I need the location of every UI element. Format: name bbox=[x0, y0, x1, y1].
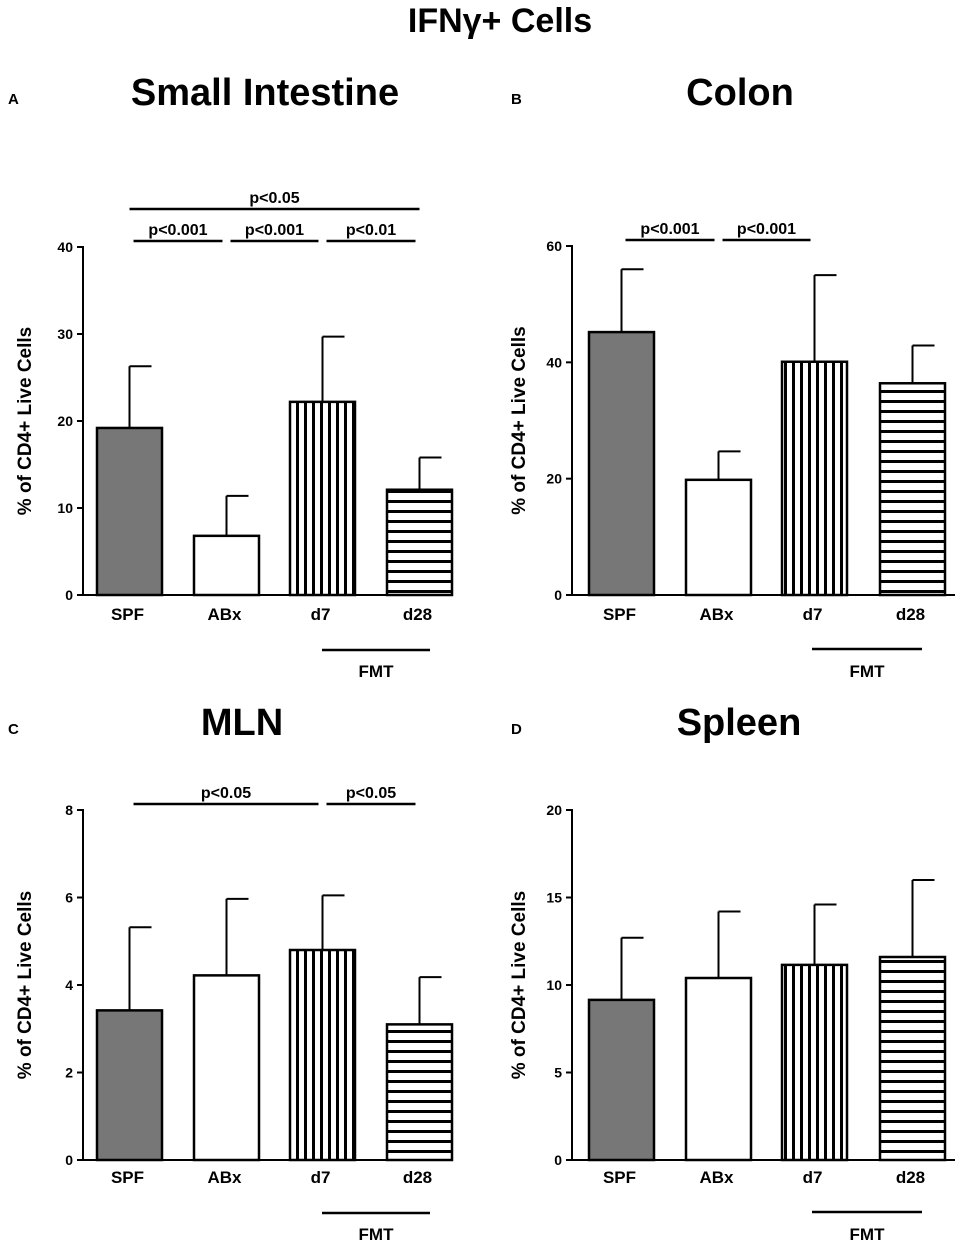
y-tick-label: 0 bbox=[65, 587, 73, 603]
panel-letter: D bbox=[511, 721, 522, 738]
significance-label: p<0.001 bbox=[245, 222, 304, 239]
panel-letter: C bbox=[8, 721, 19, 738]
x-tick-label: ABx bbox=[207, 605, 242, 624]
significance-label: p<0.05 bbox=[346, 785, 396, 802]
y-tick-label: 40 bbox=[57, 239, 73, 255]
group-label: FMT bbox=[850, 662, 886, 681]
y-tick-label: 15 bbox=[546, 890, 562, 906]
significance-label: p<0.05 bbox=[249, 190, 299, 207]
bar-d28 bbox=[385, 1023, 454, 1162]
bar-abx bbox=[684, 478, 753, 597]
x-tick-label: d7 bbox=[803, 605, 823, 624]
chart-panel-c: C MLN % of CD4+ Live Cells 0 2 4 6 8 SPF ABx d7 d28… bbox=[8, 702, 454, 1244]
significance-label: p<0.001 bbox=[148, 222, 207, 239]
bar-d7 bbox=[288, 400, 357, 597]
panel-title: Spleen bbox=[677, 702, 802, 744]
y-axis-label: % of CD4+ Live Cells bbox=[509, 326, 530, 514]
x-tick-label: d7 bbox=[311, 1168, 331, 1187]
x-tick-label: ABx bbox=[699, 605, 734, 624]
y-tick-label: 30 bbox=[57, 326, 73, 342]
bar-abx bbox=[192, 534, 261, 597]
x-tick-label: SPF bbox=[111, 1168, 144, 1187]
y-tick-label: 8 bbox=[65, 802, 73, 818]
y-axis-label: % of CD4+ Live Cells bbox=[15, 891, 36, 1079]
bar-spf bbox=[95, 426, 164, 597]
group-label: FMT bbox=[359, 1225, 395, 1244]
panels: A Small Intestine % of CD4+ Live Cells 0 10 2… bbox=[8, 72, 955, 1244]
x-tick-label: SPF bbox=[603, 1168, 636, 1187]
chart-panel-a: A Small Intestine % of CD4+ Live Cells 0 10 2… bbox=[8, 72, 454, 681]
x-tick-label: SPF bbox=[111, 605, 144, 624]
y-tick-label: 10 bbox=[57, 500, 73, 516]
y-tick-label: 20 bbox=[546, 471, 562, 487]
bar-d28 bbox=[385, 488, 454, 597]
significance-label: p<0.01 bbox=[346, 222, 396, 239]
y-tick-label: 2 bbox=[65, 1065, 73, 1081]
bar-d28 bbox=[878, 955, 947, 1162]
chart-panel-b: B Colon % of CD4+ Live Cells 0 20 40 60 SPF ABx d… bbox=[509, 72, 955, 681]
x-tick-label: ABx bbox=[699, 1168, 734, 1187]
significance-label: p<0.001 bbox=[737, 221, 796, 238]
y-tick-label: 5 bbox=[554, 1065, 562, 1081]
bar-spf bbox=[95, 1009, 164, 1162]
y-tick-label: 6 bbox=[65, 890, 73, 906]
x-tick-label: d28 bbox=[896, 1168, 925, 1187]
bar-d7 bbox=[288, 948, 357, 1162]
x-tick-label: d7 bbox=[311, 605, 331, 624]
panel-letter: B bbox=[511, 91, 522, 108]
panel-title: MLN bbox=[201, 702, 283, 744]
bar-spf bbox=[587, 330, 656, 597]
bar-spf bbox=[587, 998, 656, 1162]
y-tick-label: 20 bbox=[57, 413, 73, 429]
panel-title: Colon bbox=[686, 72, 794, 114]
bar-d7 bbox=[780, 360, 849, 597]
significance-label: p<0.05 bbox=[201, 785, 251, 802]
x-tick-label: d28 bbox=[896, 605, 925, 624]
y-axis-label: % of CD4+ Live Cells bbox=[15, 327, 36, 515]
y-tick-label: 20 bbox=[546, 802, 562, 818]
x-tick-label: SPF bbox=[603, 605, 636, 624]
y-tick-label: 4 bbox=[65, 977, 73, 993]
significance-label: p<0.001 bbox=[640, 221, 699, 238]
x-tick-label: d28 bbox=[403, 605, 432, 624]
y-tick-label: 10 bbox=[546, 977, 562, 993]
panel-title: Small Intestine bbox=[131, 72, 399, 114]
group-label: FMT bbox=[359, 662, 395, 681]
y-tick-label: 40 bbox=[546, 354, 562, 370]
bar-abx bbox=[192, 974, 261, 1162]
bar-abx bbox=[684, 976, 753, 1162]
y-tick-label: 60 bbox=[546, 238, 562, 254]
group-label: FMT bbox=[850, 1225, 886, 1244]
y-tick-label: 0 bbox=[554, 587, 562, 603]
x-tick-label: d28 bbox=[403, 1168, 432, 1187]
figure-title: IFNγ+ Cells bbox=[408, 2, 592, 40]
chart-panel-d: D Spleen % of CD4+ Live Cells 0 5 10 15 20 SPF AB… bbox=[509, 702, 955, 1244]
y-tick-label: 0 bbox=[554, 1152, 562, 1168]
panel-letter: A bbox=[8, 91, 19, 108]
x-tick-label: d7 bbox=[803, 1168, 823, 1187]
y-axis-label: % of CD4+ Live Cells bbox=[509, 891, 530, 1079]
bar-d7 bbox=[780, 963, 849, 1162]
y-tick-label: 0 bbox=[65, 1152, 73, 1168]
x-tick-label: ABx bbox=[207, 1168, 242, 1187]
bar-d28 bbox=[878, 382, 947, 597]
